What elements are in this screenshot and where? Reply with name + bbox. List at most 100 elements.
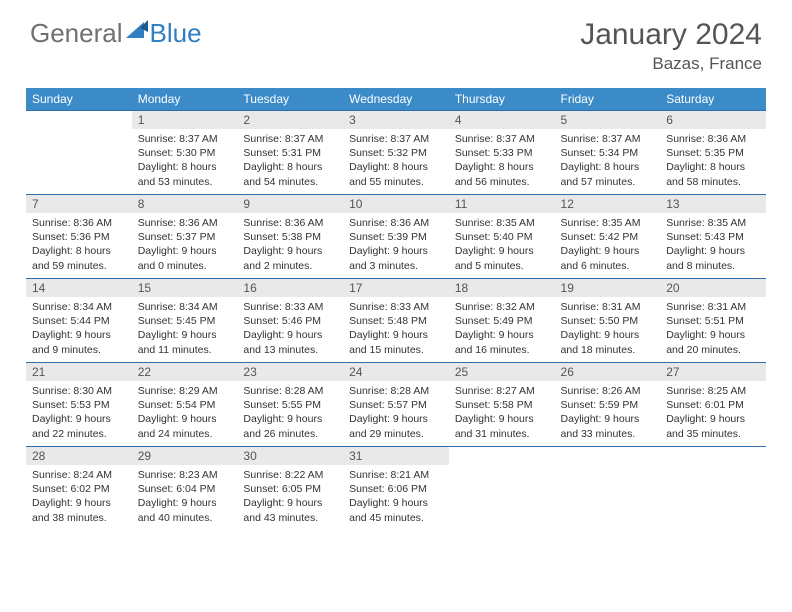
- day-details: Sunrise: 8:30 AMSunset: 5:53 PMDaylight:…: [26, 381, 132, 445]
- day-number: 21: [26, 363, 132, 381]
- calendar-cell: 1Sunrise: 8:37 AMSunset: 5:30 PMDaylight…: [132, 111, 238, 195]
- day-details: Sunrise: 8:28 AMSunset: 5:55 PMDaylight:…: [237, 381, 343, 445]
- weekday-header: Friday: [555, 88, 661, 111]
- day-number: 1: [132, 111, 238, 129]
- day-details: Sunrise: 8:34 AMSunset: 5:44 PMDaylight:…: [26, 297, 132, 361]
- weekday-header: Wednesday: [343, 88, 449, 111]
- calendar-cell: 23Sunrise: 8:28 AMSunset: 5:55 PMDayligh…: [237, 363, 343, 447]
- day-details: Sunrise: 8:32 AMSunset: 5:49 PMDaylight:…: [449, 297, 555, 361]
- day-number: 15: [132, 279, 238, 297]
- calendar-cell: 30Sunrise: 8:22 AMSunset: 6:05 PMDayligh…: [237, 447, 343, 531]
- day-number: 4: [449, 111, 555, 129]
- day-details: Sunrise: 8:31 AMSunset: 5:51 PMDaylight:…: [660, 297, 766, 361]
- calendar-cell: [555, 447, 661, 531]
- calendar-cell: 5Sunrise: 8:37 AMSunset: 5:34 PMDaylight…: [555, 111, 661, 195]
- calendar-cell: 16Sunrise: 8:33 AMSunset: 5:46 PMDayligh…: [237, 279, 343, 363]
- day-number: 28: [26, 447, 132, 465]
- day-details: Sunrise: 8:29 AMSunset: 5:54 PMDaylight:…: [132, 381, 238, 445]
- calendar-cell: 6Sunrise: 8:36 AMSunset: 5:35 PMDaylight…: [660, 111, 766, 195]
- calendar-week-row: 14Sunrise: 8:34 AMSunset: 5:44 PMDayligh…: [26, 279, 766, 363]
- location-label: Bazas, France: [580, 54, 762, 74]
- day-number: 12: [555, 195, 661, 213]
- calendar-cell: 2Sunrise: 8:37 AMSunset: 5:31 PMDaylight…: [237, 111, 343, 195]
- day-number: 17: [343, 279, 449, 297]
- day-number: 7: [26, 195, 132, 213]
- day-number: 6: [660, 111, 766, 129]
- day-details: Sunrise: 8:37 AMSunset: 5:31 PMDaylight:…: [237, 129, 343, 193]
- day-number: 3: [343, 111, 449, 129]
- day-number: 5: [555, 111, 661, 129]
- calendar-cell: 29Sunrise: 8:23 AMSunset: 6:04 PMDayligh…: [132, 447, 238, 531]
- day-number: 9: [237, 195, 343, 213]
- calendar-cell: 21Sunrise: 8:30 AMSunset: 5:53 PMDayligh…: [26, 363, 132, 447]
- calendar-cell: 18Sunrise: 8:32 AMSunset: 5:49 PMDayligh…: [449, 279, 555, 363]
- day-details: Sunrise: 8:36 AMSunset: 5:36 PMDaylight:…: [26, 213, 132, 277]
- day-details: Sunrise: 8:24 AMSunset: 6:02 PMDaylight:…: [26, 465, 132, 529]
- day-details: Sunrise: 8:31 AMSunset: 5:50 PMDaylight:…: [555, 297, 661, 361]
- calendar-cell: 31Sunrise: 8:21 AMSunset: 6:06 PMDayligh…: [343, 447, 449, 531]
- day-number: 25: [449, 363, 555, 381]
- logo: General Blue: [30, 18, 202, 49]
- calendar-cell: 14Sunrise: 8:34 AMSunset: 5:44 PMDayligh…: [26, 279, 132, 363]
- day-number: 30: [237, 447, 343, 465]
- weekday-header: Tuesday: [237, 88, 343, 111]
- day-number: 18: [449, 279, 555, 297]
- day-number: 22: [132, 363, 238, 381]
- weekday-header-row: Sunday Monday Tuesday Wednesday Thursday…: [26, 88, 766, 111]
- logo-text-blue: Blue: [150, 18, 202, 49]
- weekday-header: Monday: [132, 88, 238, 111]
- calendar-cell: 19Sunrise: 8:31 AMSunset: 5:50 PMDayligh…: [555, 279, 661, 363]
- calendar-cell: 25Sunrise: 8:27 AMSunset: 5:58 PMDayligh…: [449, 363, 555, 447]
- day-number: 19: [555, 279, 661, 297]
- day-details: Sunrise: 8:26 AMSunset: 5:59 PMDaylight:…: [555, 381, 661, 445]
- day-details: Sunrise: 8:37 AMSunset: 5:30 PMDaylight:…: [132, 129, 238, 193]
- day-details: Sunrise: 8:35 AMSunset: 5:43 PMDaylight:…: [660, 213, 766, 277]
- day-details: Sunrise: 8:23 AMSunset: 6:04 PMDaylight:…: [132, 465, 238, 529]
- day-number: 31: [343, 447, 449, 465]
- weekday-header: Thursday: [449, 88, 555, 111]
- calendar-cell: 12Sunrise: 8:35 AMSunset: 5:42 PMDayligh…: [555, 195, 661, 279]
- calendar-week-row: 28Sunrise: 8:24 AMSunset: 6:02 PMDayligh…: [26, 447, 766, 531]
- triangle-icon: [126, 20, 148, 43]
- calendar-cell: [660, 447, 766, 531]
- day-details: Sunrise: 8:36 AMSunset: 5:39 PMDaylight:…: [343, 213, 449, 277]
- day-details: Sunrise: 8:25 AMSunset: 6:01 PMDaylight:…: [660, 381, 766, 445]
- day-details: Sunrise: 8:35 AMSunset: 5:40 PMDaylight:…: [449, 213, 555, 277]
- calendar-cell: 22Sunrise: 8:29 AMSunset: 5:54 PMDayligh…: [132, 363, 238, 447]
- calendar-cell: 10Sunrise: 8:36 AMSunset: 5:39 PMDayligh…: [343, 195, 449, 279]
- page-title: January 2024: [580, 18, 762, 52]
- day-number: 11: [449, 195, 555, 213]
- day-number: 24: [343, 363, 449, 381]
- calendar-cell: 27Sunrise: 8:25 AMSunset: 6:01 PMDayligh…: [660, 363, 766, 447]
- header: General Blue January 2024 Bazas, France: [0, 0, 792, 82]
- calendar-cell: [449, 447, 555, 531]
- day-details: Sunrise: 8:36 AMSunset: 5:35 PMDaylight:…: [660, 129, 766, 193]
- day-number: 29: [132, 447, 238, 465]
- day-details: Sunrise: 8:37 AMSunset: 5:32 PMDaylight:…: [343, 129, 449, 193]
- day-details: Sunrise: 8:36 AMSunset: 5:38 PMDaylight:…: [237, 213, 343, 277]
- calendar-cell: 7Sunrise: 8:36 AMSunset: 5:36 PMDaylight…: [26, 195, 132, 279]
- calendar-week-row: 1Sunrise: 8:37 AMSunset: 5:30 PMDaylight…: [26, 111, 766, 195]
- day-details: Sunrise: 8:21 AMSunset: 6:06 PMDaylight:…: [343, 465, 449, 529]
- day-details: Sunrise: 8:37 AMSunset: 5:33 PMDaylight:…: [449, 129, 555, 193]
- day-number: 20: [660, 279, 766, 297]
- day-number: 2: [237, 111, 343, 129]
- weekday-header: Sunday: [26, 88, 132, 111]
- calendar-cell: 13Sunrise: 8:35 AMSunset: 5:43 PMDayligh…: [660, 195, 766, 279]
- calendar-cell: 20Sunrise: 8:31 AMSunset: 5:51 PMDayligh…: [660, 279, 766, 363]
- day-number: 13: [660, 195, 766, 213]
- day-number: 16: [237, 279, 343, 297]
- calendar-cell: 3Sunrise: 8:37 AMSunset: 5:32 PMDaylight…: [343, 111, 449, 195]
- calendar-cell: 9Sunrise: 8:36 AMSunset: 5:38 PMDaylight…: [237, 195, 343, 279]
- calendar-cell: 11Sunrise: 8:35 AMSunset: 5:40 PMDayligh…: [449, 195, 555, 279]
- day-number: 14: [26, 279, 132, 297]
- calendar-week-row: 21Sunrise: 8:30 AMSunset: 5:53 PMDayligh…: [26, 363, 766, 447]
- day-number: 8: [132, 195, 238, 213]
- calendar-cell: 24Sunrise: 8:28 AMSunset: 5:57 PMDayligh…: [343, 363, 449, 447]
- calendar-table: Sunday Monday Tuesday Wednesday Thursday…: [26, 88, 766, 531]
- day-details: Sunrise: 8:33 AMSunset: 5:48 PMDaylight:…: [343, 297, 449, 361]
- logo-text-general: General: [30, 18, 123, 49]
- calendar-cell: 26Sunrise: 8:26 AMSunset: 5:59 PMDayligh…: [555, 363, 661, 447]
- day-number: 26: [555, 363, 661, 381]
- day-number: 23: [237, 363, 343, 381]
